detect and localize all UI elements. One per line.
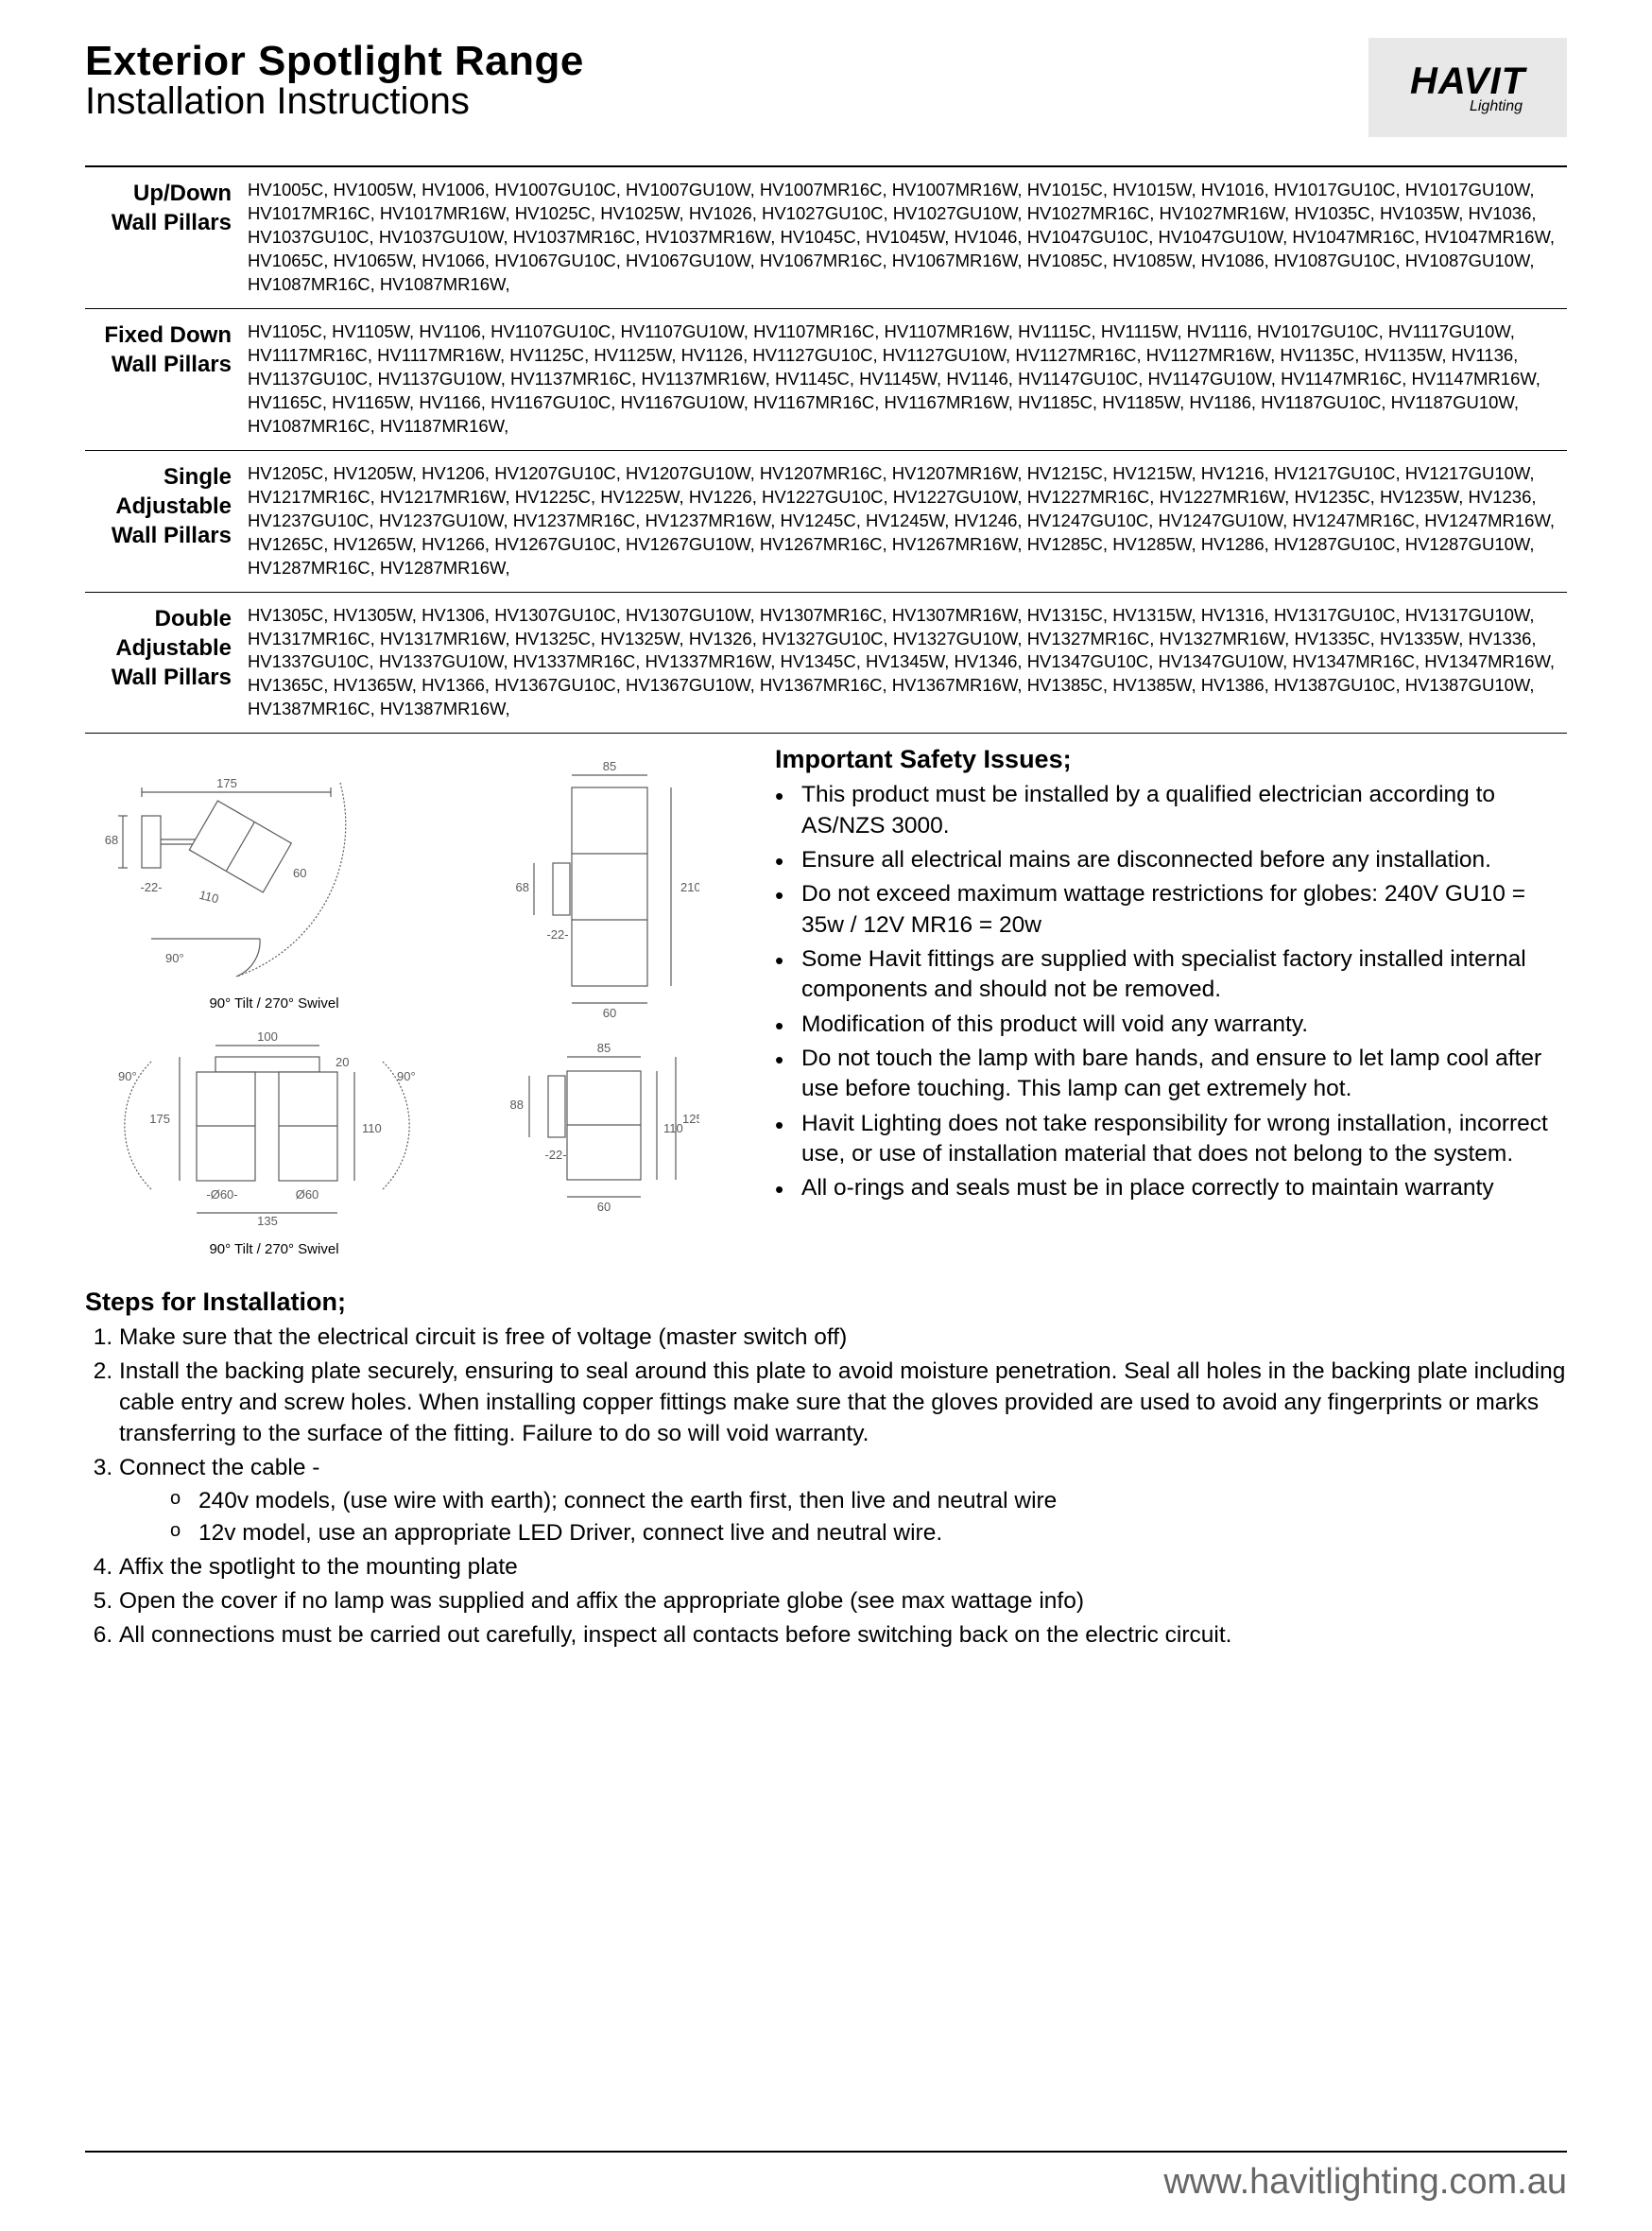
section-codes: HV1305C, HV1305W, HV1306, HV1307GU10C, H… [246,604,1567,722]
mid-section: 175 68 -22- 110 60 90° [85,745,1567,1276]
steps-heading: Steps for Installation; [85,1288,1567,1317]
section-fixed-down: Fixed Down Wall Pillars HV1105C, HV1105W… [85,309,1567,451]
diagram-row-1: 175 68 -22- 110 60 90° [95,754,766,1019]
page-subtitle: Installation Instructions [85,80,584,123]
step-subitem: 240v models, (use wire with earth); conn… [198,1486,1567,1517]
steps-list: Make sure that the electrical circuit is… [85,1323,1567,1651]
svg-text:85: 85 [597,1041,611,1055]
logo-main-text: HAVIT [1410,61,1525,103]
svg-text:-22-: -22- [140,880,162,894]
svg-text:90°: 90° [165,951,184,965]
steps-block: Steps for Installation; Make sure that t… [85,1288,1567,1651]
svg-text:60: 60 [597,1200,611,1214]
brand-logo: HAVIT Lighting [1368,38,1567,137]
step-item: Affix the spotlight to the mounting plat… [119,1552,1567,1583]
svg-text:85: 85 [603,759,616,773]
svg-text:100: 100 [257,1029,278,1044]
svg-text:60: 60 [603,1006,616,1019]
svg-text:-22-: -22- [544,1148,566,1162]
section-double-adj: Double Adjustable Wall Pillars HV1305C, … [85,593,1567,735]
diagram-double-adjustable: 100 20 175 110 -Ø60- Ø60 135 90° [95,1029,454,1257]
diagram-caption: 90° Tilt / 270° Swivel [209,995,338,1012]
diagram-updown-pillar: 85 68 -22- 210 60 [482,754,699,1019]
svg-text:175: 175 [216,776,237,790]
safety-item: Some Havit fittings are supplied with sp… [801,944,1567,1006]
safety-item: Havit Lighting does not take responsibil… [801,1109,1567,1170]
diagram-svg: 85 88 -22- 110 125 60 [482,1029,699,1237]
svg-text:135: 135 [257,1214,278,1228]
svg-text:20: 20 [336,1055,349,1069]
safety-block: Important Safety Issues; This product mu… [766,745,1567,1276]
diagram-svg: 175 68 -22- 110 60 90° [95,754,454,991]
steps-sublist: 240v models, (use wire with earth); conn… [119,1486,1567,1550]
diagram-svg: 85 68 -22- 210 60 [482,754,699,1019]
svg-text:Ø60: Ø60 [296,1187,319,1202]
svg-text:110: 110 [663,1121,683,1135]
logo-sub-text: Lighting [1470,98,1523,115]
diagram-caption: 90° Tilt / 270° Swivel [209,1241,338,1257]
svg-text:110: 110 [362,1121,382,1135]
svg-text:210: 210 [680,880,699,894]
section-label: Double Adjustable Wall Pillars [85,604,246,722]
section-label: Up/Down Wall Pillars [85,179,246,297]
svg-text:125: 125 [682,1112,699,1126]
safety-item: Modification of this product will void a… [801,1010,1567,1040]
step-item: Install the backing plate securely, ensu… [119,1357,1567,1449]
diagram-fixed-down: 85 88 -22- 110 125 60 [482,1029,699,1257]
svg-text:60: 60 [293,866,306,880]
section-codes: HV1105C, HV1105W, HV1106, HV1107GU10C, H… [246,320,1567,439]
svg-text:-Ø60-: -Ø60- [206,1187,237,1202]
svg-text:110: 110 [198,888,220,907]
safety-heading: Important Safety Issues; [775,745,1567,774]
section-codes: HV1005C, HV1005W, HV1006, HV1007GU10C, H… [246,179,1567,297]
step-text: Connect the cable - [119,1455,319,1480]
step-item: Make sure that the electrical circuit is… [119,1323,1567,1354]
footer-url: www.havitlighting.com.au [85,2162,1567,2203]
section-single-adj: Single Adjustable Wall Pillars HV1205C, … [85,451,1567,593]
svg-text:90°: 90° [118,1069,137,1083]
svg-text:175: 175 [149,1112,170,1126]
svg-text:68: 68 [516,880,529,894]
step-item: Connect the cable - 240v models, (use wi… [119,1453,1567,1549]
safety-item: All o-rings and seals must be in place c… [801,1173,1567,1203]
safety-list: This product must be installed by a qual… [775,780,1567,1203]
divider [85,2151,1567,2153]
page-header: Exterior Spotlight Range Installation In… [85,38,1567,137]
safety-item: This product must be installed by a qual… [801,780,1567,841]
step-item: All connections must be carried out care… [119,1620,1567,1652]
page-footer: www.havitlighting.com.au [85,2151,1567,2203]
svg-text:68: 68 [105,833,118,847]
header-text-block: Exterior Spotlight Range Installation In… [85,38,584,123]
page-title: Exterior Spotlight Range [85,38,584,85]
section-codes: HV1205C, HV1205W, HV1206, HV1207GU10C, H… [246,462,1567,580]
diagram-single-adjustable: 175 68 -22- 110 60 90° [95,754,454,1019]
safety-item: Do not touch the lamp with bare hands, a… [801,1044,1567,1105]
svg-text:88: 88 [510,1098,524,1112]
section-label: Fixed Down Wall Pillars [85,320,246,439]
step-item: Open the cover if no lamp was supplied a… [119,1586,1567,1617]
safety-item: Ensure all electrical mains are disconne… [801,845,1567,875]
safety-item: Do not exceed maximum wattage restrictio… [801,879,1567,941]
diagrams-block: 175 68 -22- 110 60 90° [85,745,766,1276]
step-subitem: 12v model, use an appropriate LED Driver… [198,1518,1567,1549]
section-updown: Up/Down Wall Pillars HV1005C, HV1005W, H… [85,167,1567,309]
diagram-row-2: 100 20 175 110 -Ø60- Ø60 135 90° [95,1029,766,1257]
section-label: Single Adjustable Wall Pillars [85,462,246,580]
svg-text:90°: 90° [397,1069,416,1083]
svg-text:-22-: -22- [546,927,568,942]
diagram-svg: 100 20 175 110 -Ø60- Ø60 135 90° [95,1029,454,1237]
